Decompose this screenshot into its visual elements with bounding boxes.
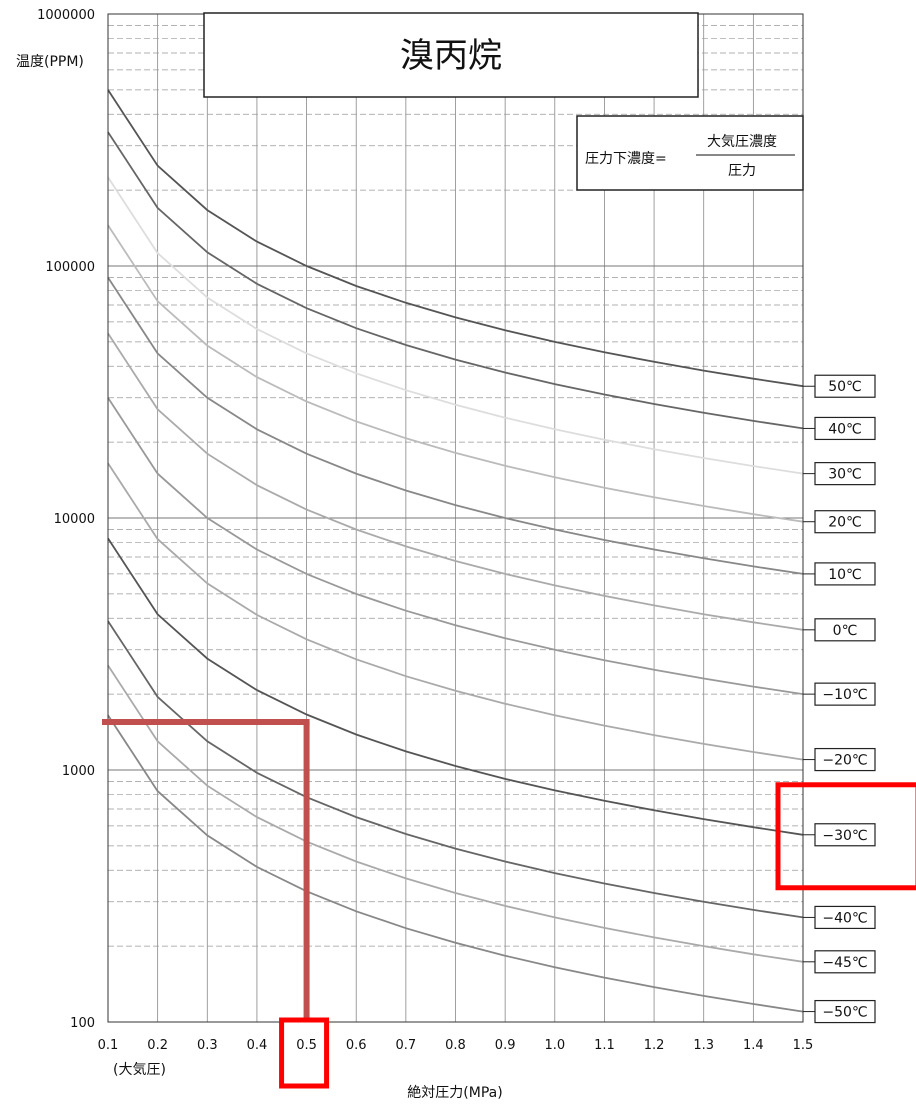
chart-title: 溴丙烷 [400, 36, 502, 76]
series-line [107, 397, 804, 695]
x-tick-label: 1.2 [644, 1038, 665, 1053]
formula-box: 圧力下濃度= 大気圧濃度 圧力 [576, 115, 804, 191]
series-label-box [814, 462, 876, 486]
series-label: −30℃ [822, 828, 867, 844]
series-line [107, 176, 804, 475]
series-label: −45℃ [822, 955, 867, 971]
highlight-box-series-label [775, 782, 916, 891]
x-tick-label: 0.6 [346, 1038, 367, 1053]
x-tick-label: 1.1 [594, 1038, 615, 1053]
series-line [107, 131, 804, 430]
series-label-box [814, 416, 876, 441]
series-line [107, 462, 804, 761]
series-label: −10℃ [822, 687, 867, 703]
series-labels: 50℃ 40℃ 30℃ 20℃ 10℃ 0℃ −10℃ −20℃ −30℃ −40℃ −45℃ −50… [803, 374, 876, 1024]
series-lines [107, 89, 804, 1013]
series-line [107, 89, 804, 388]
series-label-box [814, 999, 876, 1024]
x-tick-label: 1.4 [743, 1038, 764, 1053]
series-label-box [814, 374, 876, 398]
x-tick-label: 0.3 [197, 1038, 218, 1053]
series-label-box [814, 682, 876, 706]
x-tick-label: 0.5 [296, 1038, 317, 1053]
x-tick-label: 1.5 [793, 1038, 814, 1053]
x-tick-label: 1.0 [544, 1038, 565, 1053]
y-tick-label: 1000000 [37, 8, 95, 23]
title-box: 溴丙烷 [203, 12, 699, 98]
series-label-box [814, 510, 876, 534]
series-label: 0℃ [833, 623, 858, 639]
x-tick-label: 0.9 [495, 1038, 516, 1053]
formula-frame [576, 115, 804, 191]
series-label-box [814, 905, 876, 930]
y-tick-label: 100 [70, 1016, 95, 1031]
series-label-box [814, 747, 876, 772]
series-label-box [814, 823, 876, 847]
highlight-box-x-tick [279, 1017, 330, 1089]
series-label: 30℃ [828, 467, 862, 483]
x-tick-label: 0.1 [98, 1038, 119, 1053]
annotations [102, 719, 916, 1089]
series-line [107, 620, 804, 919]
series-line [107, 537, 804, 836]
title-frame [203, 12, 699, 98]
formula-lhs: 圧力下濃度= [585, 151, 667, 167]
series-line [107, 332, 804, 631]
y-tick-label: 10000 [54, 512, 95, 527]
x-tick-label: 1.3 [693, 1038, 714, 1053]
x-tick-label: 0.7 [396, 1038, 417, 1053]
x-tick-label: 0.8 [445, 1038, 466, 1053]
series-label: −20℃ [822, 753, 867, 769]
series-label: −40℃ [822, 910, 867, 926]
formula-numerator: 大気圧濃度 [707, 134, 777, 150]
axis-ticks: 0.1 0.2 0.3 0.4 0.5 0.6 0.7 0.8 0.9 1.0 1.1 1.2 1.3 1… [37, 8, 813, 1053]
series-label: 40℃ [828, 421, 862, 437]
series-label: 20℃ [828, 515, 862, 531]
x-tick-label: 0.4 [247, 1038, 268, 1053]
x-tick-label: 0.2 [147, 1038, 168, 1053]
series-label-box [814, 950, 876, 974]
y-axis-label: 温度(PPM) [16, 54, 84, 70]
series-label: −50℃ [822, 1005, 867, 1021]
series-label-box [814, 562, 876, 586]
series-label: 10℃ [828, 567, 862, 583]
x-axis-note: (大気圧) [113, 1062, 166, 1078]
formula-denominator: 圧力 [728, 163, 756, 179]
series-line [107, 277, 804, 575]
series-label: 50℃ [828, 379, 862, 395]
series-line [107, 224, 804, 523]
y-tick-label: 100000 [45, 260, 95, 275]
series-line [107, 664, 804, 963]
series-line [107, 714, 804, 1013]
x-axis-label: 絶対圧力(MPa) [407, 1085, 502, 1101]
series-label-box [814, 618, 876, 642]
y-tick-label: 1000 [62, 764, 95, 779]
grid [108, 14, 803, 1022]
